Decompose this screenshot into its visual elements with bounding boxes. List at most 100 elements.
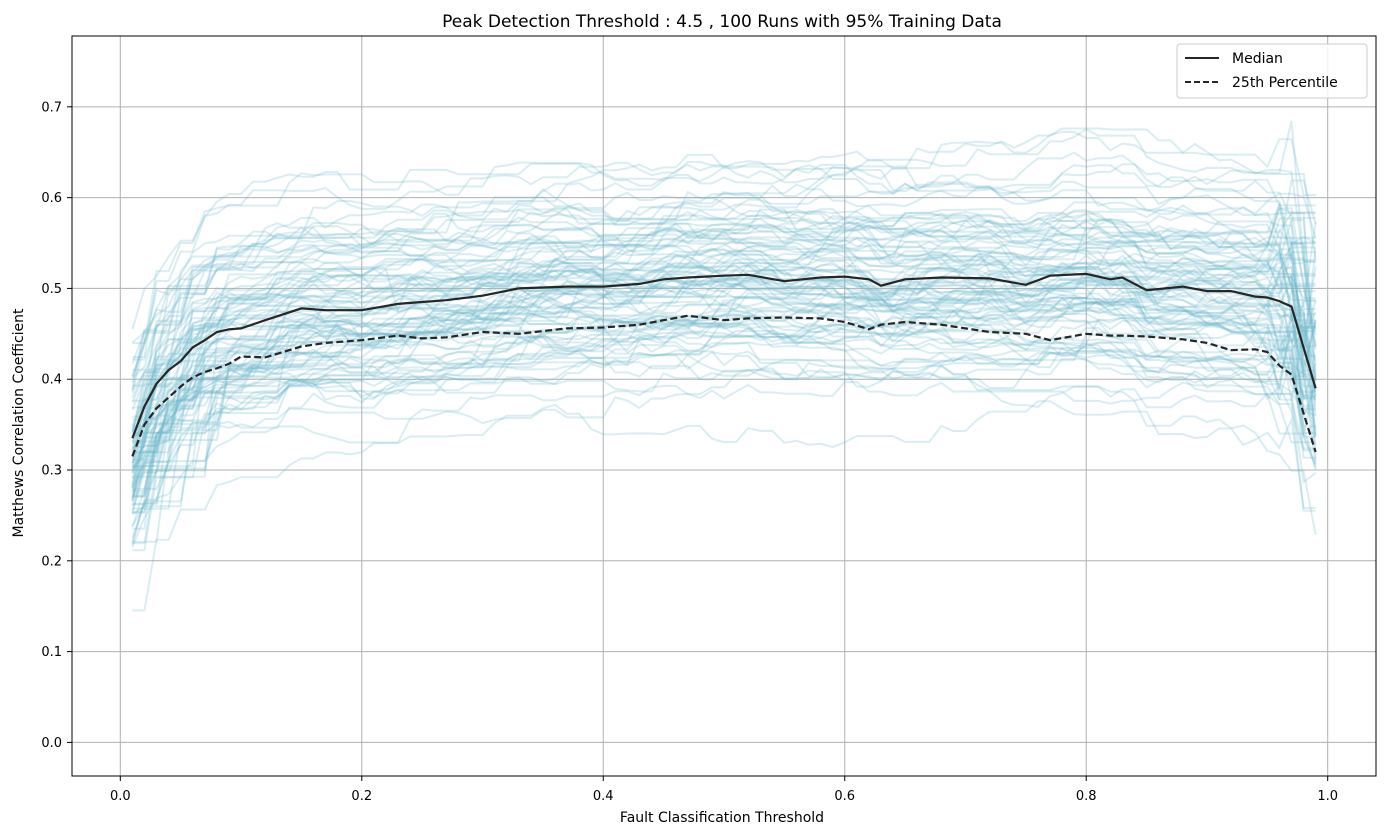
run-line: [132, 160, 1317, 358]
run-line: [132, 264, 1317, 506]
percentile-25-line: [131, 314, 1317, 457]
run-line: [131, 229, 1317, 483]
run-line: [131, 267, 1316, 474]
run-line: [132, 223, 1317, 397]
run-line: [131, 261, 1317, 474]
run-line: [131, 243, 1317, 462]
run-line: [131, 222, 1317, 472]
run-line: [131, 296, 1316, 480]
run-line: [132, 203, 1316, 371]
x-tick-label: 1.0: [1317, 789, 1338, 804]
run-line: [132, 334, 1317, 510]
run-line: [131, 163, 1316, 384]
run-line: [131, 270, 1317, 493]
y-tick-label: 0.0: [41, 736, 62, 751]
run-line: [131, 243, 1317, 467]
x-tick-label: 0.0: [110, 789, 131, 804]
run-line: [131, 226, 1316, 443]
x-tick-label: 0.2: [351, 789, 372, 804]
run-line: [131, 288, 1316, 469]
run-line: [132, 161, 1316, 345]
median-line: [131, 272, 1317, 439]
plot-frame: [71, 35, 1377, 777]
run-line: [131, 245, 1316, 443]
x-axis-label: Fault Classification Threshold: [620, 810, 824, 826]
run-line: [131, 323, 1316, 502]
run-line: [131, 364, 1316, 546]
run-line: [132, 214, 1316, 402]
run-line: [132, 207, 1316, 429]
x-tick-label: 0.4: [593, 789, 614, 804]
run-line: [132, 296, 1316, 545]
chart-title: Peak Detection Threshold : 4.5 , 100 Run…: [442, 12, 1002, 32]
run-line: [131, 278, 1317, 488]
run-line: [131, 236, 1317, 433]
run-line: [131, 127, 1316, 394]
run-line: [132, 243, 1317, 434]
run-line: [132, 249, 1317, 497]
run-line: [131, 201, 1317, 381]
y-tick-label: 0.3: [41, 464, 62, 479]
run-line: [131, 220, 1317, 450]
run-line: [131, 267, 1316, 427]
y-tick-label: 0.5: [41, 282, 62, 297]
run-line: [132, 333, 1317, 514]
run-line: [132, 209, 1316, 448]
x-axis-ticks: 0.0 0.2 0.4 0.6 0.8 1.0: [110, 776, 1338, 804]
y-axis-ticks: 0.0 0.1 0.2 0.3 0.4 0.5 0.6 0.7: [41, 100, 72, 751]
run-line: [132, 310, 1316, 461]
run-line: [131, 280, 1316, 499]
legend-25th-percentile-label: 25th Percentile: [1232, 75, 1338, 91]
y-tick-label: 0.7: [41, 100, 62, 115]
run-line: [131, 284, 1316, 468]
run-line: [132, 400, 1316, 612]
run-line: [132, 317, 1316, 469]
run-line: [132, 248, 1317, 418]
run-line: [131, 282, 1316, 489]
run-line: [131, 358, 1317, 516]
summary-series: [131, 272, 1317, 457]
run-line: [131, 306, 1316, 512]
run-line: [131, 219, 1317, 464]
run-line: [131, 302, 1317, 507]
run-line: [131, 257, 1316, 411]
run-line: [132, 208, 1317, 454]
run-line: [131, 151, 1316, 391]
run-line: [131, 251, 1316, 453]
legend-median-label: Median: [1232, 51, 1283, 67]
run-line: [131, 212, 1316, 451]
run-line: [131, 120, 1316, 344]
run-line: [131, 183, 1317, 377]
run-line: [131, 248, 1316, 410]
run-line: [131, 295, 1317, 470]
run-line: [132, 198, 1317, 436]
run-line: [131, 381, 1317, 548]
run-line: [131, 257, 1316, 457]
run-line: [132, 258, 1317, 443]
run-line: [132, 261, 1316, 436]
run-line: [131, 203, 1316, 431]
run-line: [131, 179, 1317, 404]
run-line: [132, 261, 1316, 495]
x-tick-label: 0.6: [834, 789, 855, 804]
run-line: [131, 336, 1316, 539]
run-line: [131, 282, 1316, 502]
y-tick-label: 0.4: [41, 373, 62, 388]
run-line: [132, 314, 1317, 498]
run-line: [131, 274, 1317, 464]
run-line: [132, 302, 1317, 530]
grid: [72, 36, 1376, 776]
y-tick-label: 0.6: [41, 191, 62, 206]
run-line: [131, 281, 1316, 459]
legend: Median 25th Percentile: [1176, 43, 1368, 99]
run-line: [132, 188, 1316, 421]
run-line: [131, 228, 1316, 379]
legend-box: [1176, 43, 1368, 99]
run-line: [131, 207, 1317, 435]
run-line: [131, 301, 1316, 514]
run-line: [132, 342, 1316, 513]
run-line: [132, 351, 1316, 543]
run-line: [131, 295, 1317, 500]
